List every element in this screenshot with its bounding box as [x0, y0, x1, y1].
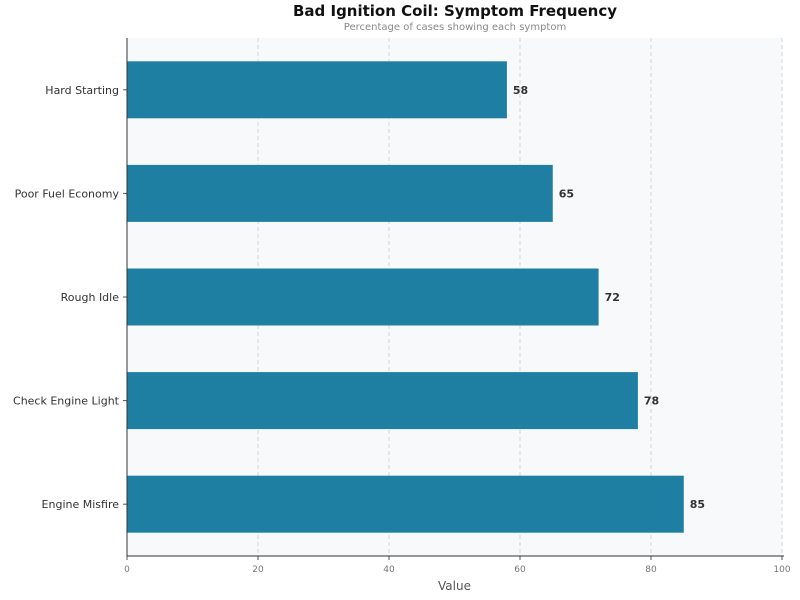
y-tick-label: Check Engine Light	[13, 395, 120, 408]
x-tick-label: 40	[383, 565, 395, 575]
chart-subtitle: Percentage of cases showing each symptom	[343, 22, 567, 33]
data-label: 72	[605, 291, 620, 304]
bar	[127, 475, 684, 533]
y-tick-label: Rough Idle	[61, 291, 120, 304]
bar	[127, 61, 507, 119]
data-label: 65	[559, 187, 574, 200]
data-label: 85	[690, 498, 705, 511]
data-label: 58	[513, 84, 528, 97]
y-tick-label: Hard Starting	[45, 84, 119, 97]
x-tick-label: 100	[773, 565, 790, 575]
bar	[127, 164, 553, 222]
x-tick-label: 60	[514, 565, 526, 575]
x-tick-label: 80	[645, 565, 657, 575]
bar	[127, 372, 638, 430]
data-label: 78	[644, 395, 659, 408]
x-tick-label: 0	[124, 565, 130, 575]
y-tick-label: Poor Fuel Economy	[15, 187, 120, 200]
y-tick-label: Engine Misfire	[42, 498, 120, 511]
chart-title: Bad Ignition Coil: Symptom Frequency	[292, 2, 618, 20]
bar	[127, 268, 599, 326]
x-axis-label: Value	[438, 579, 471, 593]
x-tick-label: 20	[252, 565, 264, 575]
